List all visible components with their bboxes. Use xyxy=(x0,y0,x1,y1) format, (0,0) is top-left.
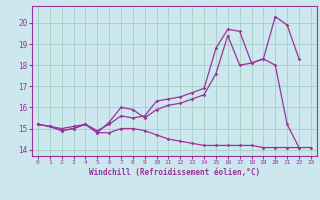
X-axis label: Windchill (Refroidissement éolien,°C): Windchill (Refroidissement éolien,°C) xyxy=(89,168,260,177)
